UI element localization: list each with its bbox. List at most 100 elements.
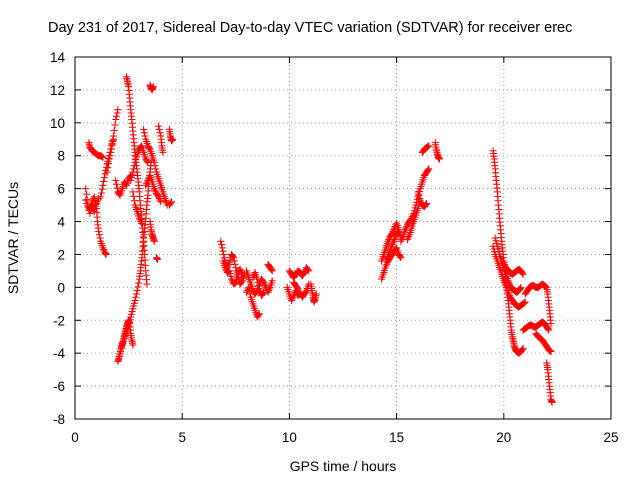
data-point [103, 168, 111, 176]
data-point [142, 181, 150, 189]
data-point [219, 247, 227, 255]
data-point [230, 280, 238, 288]
data-point [155, 195, 163, 203]
data-point [225, 260, 233, 268]
data-point [384, 252, 392, 260]
data-point [167, 198, 175, 206]
data-point [304, 266, 312, 274]
data-point [150, 237, 158, 245]
data-points [82, 73, 556, 407]
data-point [231, 279, 239, 287]
data-point [401, 226, 409, 234]
data-point [288, 297, 296, 305]
x-tick-label: 20 [496, 430, 511, 445]
data-point [129, 341, 137, 349]
data-point [519, 344, 527, 352]
data-point [229, 253, 237, 261]
y-axis-ticks: -8 -6 -4 -2 0 2 4 6 8 10 12 14 [50, 50, 611, 427]
data-point [294, 285, 302, 293]
data-point [246, 290, 254, 298]
data-point [255, 311, 263, 319]
data-point [167, 199, 175, 207]
data-point [217, 237, 225, 245]
data-point [541, 282, 549, 290]
data-point [111, 121, 119, 129]
data-point [245, 287, 253, 295]
data-point [150, 185, 158, 193]
data-point [238, 278, 246, 286]
data-point [95, 231, 103, 239]
data-point [288, 295, 296, 303]
y-tick-label: 2 [57, 247, 65, 262]
data-point [518, 345, 526, 353]
data-point [383, 255, 391, 263]
data-point [388, 241, 396, 249]
data-point [422, 201, 430, 209]
data-point [302, 288, 310, 296]
data-point [424, 166, 432, 174]
data-point [83, 199, 91, 207]
data-point [260, 280, 268, 288]
data-point [255, 282, 263, 290]
data-point [113, 109, 121, 117]
data-point [517, 283, 525, 291]
data-point [505, 290, 513, 298]
x-tick-label: 25 [603, 430, 618, 445]
data-point [130, 197, 138, 205]
data-point [231, 260, 239, 268]
data-point [102, 250, 110, 258]
y-axis-label: SDTVAR / TECUs [5, 182, 21, 294]
data-point [415, 191, 423, 199]
data-point [159, 148, 167, 156]
data-point [150, 158, 158, 166]
x-axis-label: GPS time / hours [290, 458, 397, 474]
data-point [99, 153, 107, 161]
data-point [521, 298, 529, 306]
data-point [390, 237, 398, 245]
data-point [96, 234, 104, 242]
data-point [155, 125, 163, 133]
data-point [82, 190, 90, 198]
data-point [520, 299, 528, 307]
data-point [156, 129, 164, 137]
data-point [135, 214, 143, 222]
data-point [152, 165, 160, 173]
data-point [120, 336, 128, 344]
plot-frame [74, 56, 612, 420]
data-point [105, 159, 113, 167]
data-point [112, 180, 120, 188]
data-point [220, 250, 228, 258]
data-point [90, 193, 98, 201]
y-tick-label: -4 [53, 346, 65, 361]
data-point [238, 269, 246, 277]
data-point [385, 249, 393, 257]
data-point [243, 288, 251, 296]
data-point [547, 348, 555, 356]
data-point [405, 232, 413, 240]
data-point [155, 122, 163, 130]
data-point [149, 83, 157, 91]
data-point [423, 199, 431, 207]
data-point [98, 185, 106, 193]
data-point [547, 320, 555, 328]
data-point [155, 193, 163, 201]
data-point [132, 293, 140, 301]
data-point [396, 253, 404, 261]
data-point [110, 126, 118, 134]
data-point [268, 267, 276, 275]
x-tick-label: 10 [282, 430, 297, 445]
data-point [546, 346, 554, 354]
data-point [221, 264, 229, 272]
data-point [142, 180, 150, 188]
data-point [544, 325, 552, 333]
data-point [100, 178, 108, 186]
data-point [383, 254, 391, 262]
y-tick-label: 0 [57, 280, 65, 295]
data-point [133, 150, 141, 158]
data-point [394, 229, 402, 237]
data-point [106, 152, 114, 160]
data-point [151, 162, 159, 170]
data-point [233, 272, 241, 280]
x-tick-label: 5 [178, 430, 186, 445]
